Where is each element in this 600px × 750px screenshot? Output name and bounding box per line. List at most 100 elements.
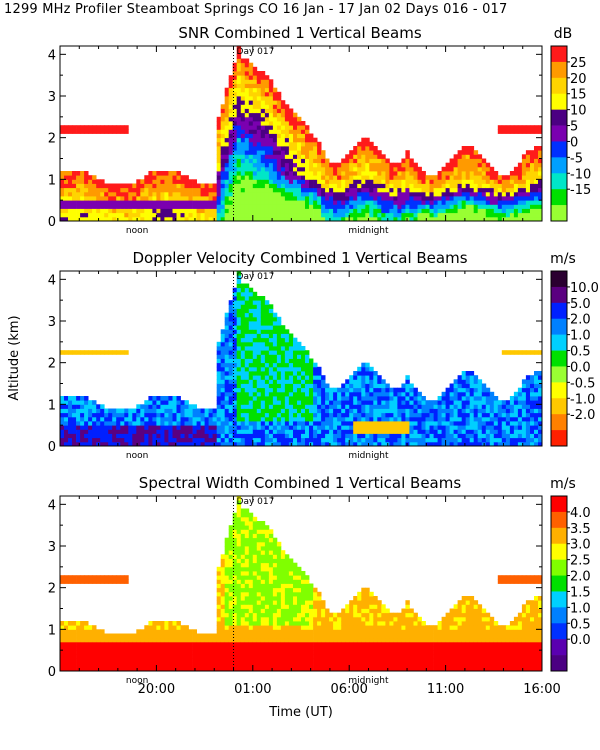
heatmap-cell	[397, 421, 402, 426]
heatmap-cell	[168, 646, 173, 651]
heatmap-cell	[325, 416, 330, 422]
heatmap-cell	[256, 350, 262, 355]
heatmap-cell	[232, 512, 238, 518]
heatmap-cell	[256, 158, 262, 164]
heatmap-cell	[345, 404, 350, 409]
heatmap-cell	[244, 333, 250, 339]
heatmap-cell	[260, 408, 266, 414]
heatmap-cell	[505, 191, 511, 197]
heatmap-cell	[513, 179, 519, 184]
heatmap-cell	[244, 108, 250, 114]
heatmap-cell	[309, 171, 314, 176]
heatmap-cell	[369, 375, 374, 380]
heatmap-cell	[413, 441, 418, 447]
heatmap-cell	[489, 421, 495, 426]
heatmap-cell	[220, 633, 226, 639]
heatmap-cell	[156, 654, 161, 659]
heatmap-cell	[220, 129, 226, 134]
heatmap-cell	[280, 408, 286, 414]
heatmap-cell	[88, 633, 93, 639]
heatmap-cell	[256, 308, 262, 314]
heatmap-cell	[220, 591, 226, 597]
heatmap-cell	[144, 425, 149, 430]
heatmap-cell	[156, 633, 161, 639]
heatmap-cell	[461, 212, 467, 218]
heatmap-cell	[108, 421, 113, 426]
heatmap-cell	[144, 412, 149, 418]
heatmap-cell	[160, 200, 165, 205]
heatmap-cell	[88, 183, 93, 189]
heatmap-cell	[76, 637, 81, 643]
heatmap-cell	[220, 408, 226, 414]
heatmap-cell	[148, 204, 153, 209]
heatmap-cell	[236, 658, 242, 664]
heatmap-cell	[365, 366, 370, 372]
heatmap-cell	[280, 158, 286, 164]
heatmap-cell	[534, 162, 539, 168]
heatmap-cell	[256, 412, 262, 418]
heatmap-cell	[505, 204, 511, 209]
heatmap-cell	[357, 141, 362, 147]
heatmap-cell	[192, 404, 197, 409]
heatmap-cell	[120, 421, 125, 426]
heatmap-cell	[236, 150, 242, 155]
heatmap-cell	[365, 421, 370, 426]
heatmap-cell	[457, 166, 462, 172]
heatmap-cell	[248, 287, 254, 293]
heatmap-cell	[461, 400, 467, 405]
heatmap-cell	[196, 200, 201, 205]
heatmap-cell	[469, 396, 475, 401]
heatmap-cell	[176, 641, 181, 647]
heatmap-cell	[176, 191, 181, 197]
heatmap-cell	[164, 621, 169, 626]
heatmap-cell	[509, 183, 515, 189]
heatmap-cell	[168, 421, 173, 426]
heatmap-cell	[345, 204, 350, 209]
heatmap-cell	[429, 408, 434, 414]
heatmap-cell	[417, 200, 422, 205]
heatmap-cell	[305, 354, 310, 359]
heatmap-cell	[421, 191, 426, 197]
heatmap-cell	[264, 429, 270, 434]
heatmap-cell	[272, 179, 278, 184]
heatmap-cell	[248, 83, 254, 89]
heatmap-cell	[530, 379, 535, 384]
heatmap-cell	[509, 129, 515, 134]
heatmap-cell	[297, 162, 302, 168]
heatmap-cell	[252, 133, 258, 139]
heatmap-cell	[353, 187, 358, 193]
heatmap-cell	[297, 391, 302, 397]
heatmap-cell	[453, 416, 458, 422]
heatmap-cell	[252, 187, 258, 193]
heatmap-cell	[216, 366, 222, 372]
heatmap-cell	[232, 204, 238, 209]
heatmap-cell	[224, 216, 230, 222]
heatmap-cell	[140, 433, 145, 439]
heatmap-cell	[477, 441, 483, 447]
heatmap-cell	[260, 200, 266, 205]
heatmap-cell	[256, 362, 262, 368]
heatmap-cell	[244, 300, 250, 305]
heatmap-cell	[148, 433, 153, 439]
heatmap-cell	[220, 433, 226, 439]
heatmap-cell	[449, 212, 454, 218]
heatmap-cell	[224, 325, 230, 330]
heatmap-cell	[437, 171, 442, 176]
heatmap-cell	[538, 150, 543, 155]
heatmap-cell	[136, 662, 141, 668]
heatmap-cell	[112, 650, 117, 655]
heatmap-cell	[377, 421, 382, 426]
heatmap-cell	[293, 391, 298, 397]
heatmap-cell	[489, 191, 495, 197]
heatmap-cell	[425, 429, 430, 434]
heatmap-cell	[325, 212, 330, 218]
heatmap-cell	[453, 204, 458, 209]
heatmap-cell	[337, 216, 342, 222]
heatmap-cell	[60, 183, 65, 189]
heatmap-cell	[409, 387, 414, 393]
heatmap-cell	[453, 391, 458, 397]
heatmap-cell	[264, 183, 270, 189]
heatmap-cell	[305, 429, 310, 434]
heatmap-cell	[445, 208, 450, 214]
heatmap-cell	[530, 200, 535, 205]
